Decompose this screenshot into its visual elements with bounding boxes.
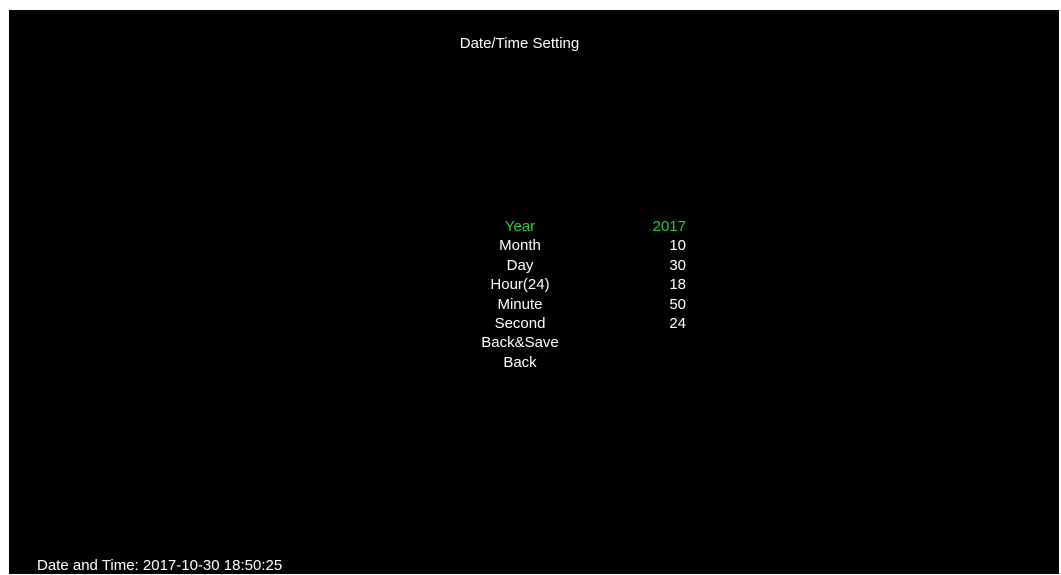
second-label[interactable]: Second	[494, 314, 546, 332]
menu-row-hour[interactable]: Hour(24) 18	[449, 275, 699, 294]
year-label[interactable]: Year	[504, 218, 536, 235]
menu-row-day[interactable]: Day 30	[449, 256, 699, 275]
back-button[interactable]: Back	[503, 353, 537, 371]
osd-screen: Date/Time Setting Year 2017 Month 10 Day…	[9, 10, 1059, 574]
day-value[interactable]: 30	[669, 256, 686, 274]
menu-row-minute[interactable]: Minute 50	[449, 295, 699, 314]
hour-label[interactable]: Hour(24)	[490, 276, 550, 294]
status-datetime: Date and Time: 2017-10-30 18:50:25	[37, 557, 283, 574]
day-label[interactable]: Day	[506, 256, 534, 274]
page-title: Date/Time Setting	[459, 35, 580, 52]
menu-row-back-and-save[interactable]: Back&Save	[449, 333, 699, 352]
second-value[interactable]: 24	[669, 314, 686, 332]
menu-row-second[interactable]: Second 24	[449, 314, 699, 333]
year-value[interactable]: 2017	[652, 218, 686, 235]
minute-value[interactable]: 50	[669, 295, 686, 313]
month-value[interactable]: 10	[669, 237, 686, 255]
menu-row-year[interactable]: Year 2017	[449, 217, 699, 236]
hour-value[interactable]: 18	[669, 276, 686, 294]
datetime-menu: Year 2017 Month 10 Day 30 Hour(24) 18 Mi…	[449, 217, 699, 372]
back-and-save-button[interactable]: Back&Save	[481, 334, 559, 352]
minute-label[interactable]: Minute	[497, 295, 543, 313]
menu-row-month[interactable]: Month 10	[449, 236, 699, 255]
month-label[interactable]: Month	[499, 237, 541, 255]
menu-row-back[interactable]: Back	[449, 353, 699, 372]
